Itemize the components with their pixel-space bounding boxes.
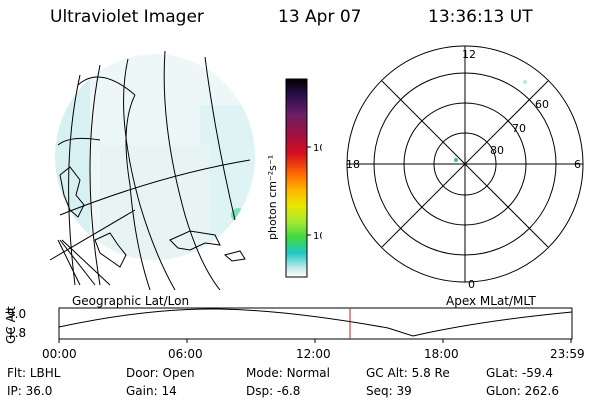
mlt-label-12: 12 [462,48,476,61]
orbit-altitude-plot [58,307,573,343]
lat-label-60: 60 [535,98,549,111]
colorbar-tick-100: 100 [313,143,322,154]
status-dsp: Dsp: -6.8 [246,384,301,398]
status-glon: GLon: 262.6 [486,384,559,398]
mlt-label-0: 0 [468,278,475,291]
mlt-label-18: 18 [346,158,360,171]
lat-label-80: 80 [490,144,504,157]
x-tick-1800: 18:00 [424,347,459,361]
x-tick-0000: 00:00 [42,347,77,361]
geographic-label: Geographic Lat/Lon [72,294,190,308]
colorbar-tick-10: 10 [313,231,322,242]
status-gain: Gain: 14 [126,384,177,398]
status-gc-alt: GC Alt: 5.8 Re [366,366,450,380]
x-tick-2359: 23:59 [550,347,585,361]
colorbar: 100 10 photon cm⁻²s⁻¹ [266,78,322,278]
status-mode: Mode: Normal [246,366,330,380]
y-tick-9: 9.0 [7,307,27,321]
colorbar-units-label: photon cm⁻²s⁻¹ [266,155,279,240]
geographic-image [49,50,255,290]
status-flt: Flt: LBHL [7,366,61,380]
status-seq: Seq: 39 [366,384,412,398]
status-ip: IP: 36.0 [7,384,53,398]
x-tick-1200: 12:00 [296,347,331,361]
status-door: Door: Open [126,366,195,380]
mlt-label-6: 6 [574,158,581,171]
polar-plot: 12 18 6 0 60 70 80 [346,45,584,291]
y-axis-label: GC Alt [3,306,18,344]
apex-label: Apex MLat/MLT [446,294,536,308]
time-label: 13:36:13 UT [428,7,533,27]
date-label: 13 Apr 07 [278,7,362,27]
y-tick-1-8: 1.8 [7,326,27,340]
instrument-title: Ultraviolet Imager [50,7,204,27]
lat-label-70: 70 [512,122,526,135]
x-tick-0600: 06:00 [168,347,203,361]
status-glat: GLat: -59.4 [486,366,553,380]
